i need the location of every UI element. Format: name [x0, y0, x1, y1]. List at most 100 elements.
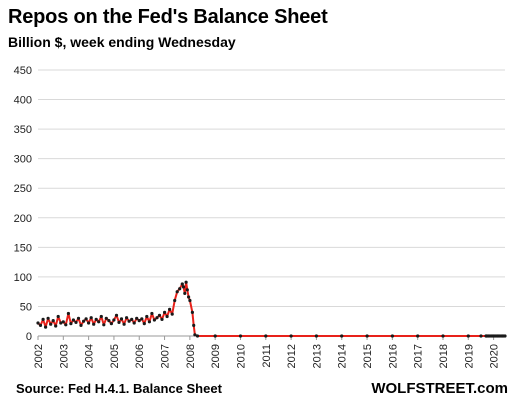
- data-point: [175, 290, 179, 294]
- data-point: [390, 334, 394, 338]
- data-point: [109, 322, 113, 326]
- data-point: [170, 312, 174, 316]
- data-point: [147, 320, 151, 324]
- data-point: [119, 317, 124, 321]
- data-point: [87, 321, 91, 325]
- data-point: [117, 320, 121, 324]
- data-point: [173, 298, 177, 303]
- data-point: [195, 334, 200, 338]
- data-point: [441, 334, 445, 338]
- x-tick-label: 2019: [463, 344, 475, 368]
- data-point: [150, 311, 154, 316]
- y-tick-label: 250: [14, 183, 32, 195]
- x-tick-label: 2007: [160, 344, 172, 368]
- data-point: [163, 310, 167, 314]
- x-tick-label: 2013: [311, 344, 323, 368]
- data-point: [145, 314, 149, 319]
- data-point: [49, 322, 53, 326]
- data-point: [185, 288, 189, 292]
- data-point: [181, 285, 186, 289]
- data-point: [157, 313, 162, 317]
- data-point: [132, 321, 136, 325]
- data-point: [44, 325, 48, 329]
- data-point: [184, 280, 188, 284]
- data-point: [79, 323, 83, 327]
- x-tick-label: 2018: [438, 344, 450, 368]
- data-point: [180, 282, 184, 286]
- data-point: [82, 319, 86, 323]
- data-point: [122, 322, 126, 326]
- x-tick-label: 2005: [109, 344, 121, 368]
- data-point: [71, 318, 75, 322]
- data-point: [466, 334, 470, 338]
- data-point: [38, 323, 43, 327]
- data-point: [104, 316, 108, 320]
- x-tick-label: 2004: [84, 344, 96, 368]
- data-point: [84, 317, 88, 321]
- data-point: [61, 320, 65, 324]
- y-tick-label: 100: [14, 272, 32, 284]
- data-point: [130, 317, 134, 321]
- data-point: [89, 316, 93, 320]
- data-point: [76, 316, 81, 320]
- data-point: [127, 319, 131, 323]
- data-point: [503, 334, 507, 338]
- chart-subtitle: Billion $, week ending Wednesday: [8, 34, 236, 50]
- x-tick-label: 2009: [210, 344, 222, 368]
- x-tick-label: 2011: [261, 344, 273, 368]
- data-point: [238, 334, 243, 338]
- data-point: [365, 334, 369, 338]
- data-point: [193, 333, 197, 337]
- data-point: [112, 318, 116, 322]
- y-tick-label: 350: [14, 124, 32, 136]
- y-tick-label: 50: [20, 301, 32, 313]
- data-point: [137, 319, 141, 323]
- data-point: [416, 334, 420, 338]
- x-tick-label: 2002: [33, 344, 45, 368]
- data-point: [165, 314, 169, 319]
- data-point: [69, 322, 73, 326]
- data-point: [94, 317, 98, 321]
- y-tick-label: 450: [14, 65, 32, 77]
- data-point: [192, 323, 196, 327]
- data-point: [183, 291, 187, 295]
- x-tick-label: 2017: [413, 344, 425, 368]
- y-tick-label: 400: [14, 95, 32, 107]
- data-point: [41, 317, 45, 321]
- data-point: [160, 317, 164, 321]
- data-point: [56, 314, 60, 319]
- x-tick-label: 2003: [58, 344, 70, 368]
- x-tick-label: 2010: [235, 344, 247, 368]
- y-tick-label: 300: [14, 154, 32, 166]
- y-tick-label: 200: [14, 213, 32, 225]
- data-point: [92, 322, 96, 326]
- chart-title: Repos on the Fed's Balance Sheet: [8, 6, 328, 28]
- y-tick-label: 0: [26, 331, 32, 343]
- data-point: [168, 307, 172, 311]
- brand-label: WOLFSTREET.com: [371, 380, 508, 397]
- x-tick-label: 2012: [286, 344, 298, 368]
- data-point: [64, 323, 68, 327]
- data-point: [314, 334, 318, 338]
- data-point: [46, 316, 50, 320]
- x-tick-label: 2014: [337, 344, 349, 368]
- data-point: [74, 320, 78, 324]
- y-tick-label: 150: [14, 242, 32, 254]
- data-point: [142, 322, 146, 326]
- data-point: [36, 321, 40, 325]
- data-point: [66, 311, 70, 316]
- data-point: [178, 287, 182, 291]
- data-point: [155, 316, 159, 320]
- data-point: [51, 319, 55, 323]
- data-point: [54, 324, 58, 328]
- data-point: [114, 313, 119, 317]
- x-tick-label: 2016: [387, 344, 399, 368]
- data-point: [264, 334, 268, 338]
- data-point: [187, 295, 191, 299]
- data-point: [340, 334, 344, 338]
- data-point: [135, 316, 139, 320]
- data-point: [97, 320, 101, 324]
- data-point: [107, 319, 111, 323]
- data-point: [213, 334, 217, 338]
